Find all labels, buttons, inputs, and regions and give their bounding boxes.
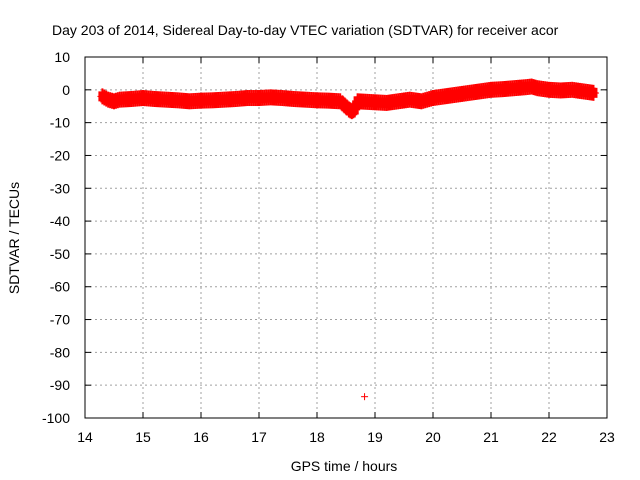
data-point <box>361 393 369 401</box>
data-point <box>417 97 425 105</box>
data-point <box>545 86 553 94</box>
data-point <box>325 97 333 105</box>
data-point <box>151 95 159 103</box>
y-tick-label: 0 <box>62 82 70 98</box>
data-point <box>104 96 112 104</box>
data-point <box>406 96 414 104</box>
data-point <box>464 89 472 97</box>
data-point <box>116 96 124 104</box>
data-point <box>290 95 298 103</box>
data-point <box>301 96 309 104</box>
chart-title: Day 203 of 2014, Sidereal Day-to-day VTE… <box>52 22 559 38</box>
x-axis-label: GPS time / hours <box>291 458 398 474</box>
data-point <box>383 99 391 107</box>
data-point <box>255 94 263 102</box>
plot-frame <box>84 56 608 419</box>
x-tick-label: 23 <box>599 429 615 445</box>
data-point <box>348 107 356 115</box>
data-point <box>278 94 286 102</box>
data-point <box>528 83 536 91</box>
data-point <box>359 98 367 106</box>
data-point <box>452 91 460 99</box>
data-point <box>313 96 321 104</box>
y-tick-label: -10 <box>50 115 70 131</box>
data-point <box>162 96 170 104</box>
y-tick-label: -50 <box>50 246 70 262</box>
y-tick-label: -20 <box>50 147 70 163</box>
data-point <box>371 98 379 106</box>
x-tick-label: 14 <box>77 429 93 445</box>
data-point <box>557 86 565 94</box>
data-point <box>394 97 402 105</box>
data-point <box>139 94 147 102</box>
data-point <box>533 84 541 92</box>
data-point <box>522 83 530 91</box>
data-point <box>174 96 182 104</box>
y-axis-label: SDTVAR / TECUs <box>6 182 22 294</box>
data-point <box>429 94 437 102</box>
data-point <box>110 97 118 105</box>
data-point <box>232 95 240 103</box>
data-point <box>441 92 449 100</box>
y-tick-label: -30 <box>50 180 70 196</box>
x-tick-label: 19 <box>367 429 383 445</box>
y-tick-label: -90 <box>50 377 70 393</box>
y-tick-label: -40 <box>50 213 70 229</box>
data-points <box>97 78 599 401</box>
data-point <box>568 86 576 94</box>
data-point <box>185 97 193 105</box>
x-tick-label: 20 <box>425 429 441 445</box>
data-point <box>351 106 359 114</box>
y-tick-label: -60 <box>50 279 70 295</box>
y-tick-label: 10 <box>54 49 70 65</box>
y-tick-label: -100 <box>42 410 70 426</box>
data-point <box>487 86 495 94</box>
grid <box>85 57 607 418</box>
x-tick-label: 22 <box>541 429 557 445</box>
y-tick-label: -70 <box>50 312 70 328</box>
data-point <box>580 87 588 95</box>
data-point <box>591 89 599 97</box>
data-point <box>336 97 344 105</box>
y-tick-label: -80 <box>50 344 70 360</box>
data-point <box>510 84 518 92</box>
data-point <box>475 87 483 95</box>
data-point <box>209 96 217 104</box>
x-tick-label: 16 <box>193 429 209 445</box>
data-point <box>243 94 251 102</box>
data-point <box>499 85 507 93</box>
data-point <box>98 92 106 100</box>
x-tick-label: 15 <box>135 429 151 445</box>
x-tick-label: 21 <box>483 429 499 445</box>
data-point <box>267 93 275 101</box>
x-tick-label: 17 <box>251 429 267 445</box>
data-point <box>220 96 228 104</box>
data-point <box>197 97 205 105</box>
x-tick-label: 18 <box>309 429 325 445</box>
data-point <box>127 95 135 103</box>
axis-ticks: 14 15 16 17 18 19 20 21 22 23 10 0 -10 -20 -30 -40 -50 -6… <box>42 49 615 445</box>
